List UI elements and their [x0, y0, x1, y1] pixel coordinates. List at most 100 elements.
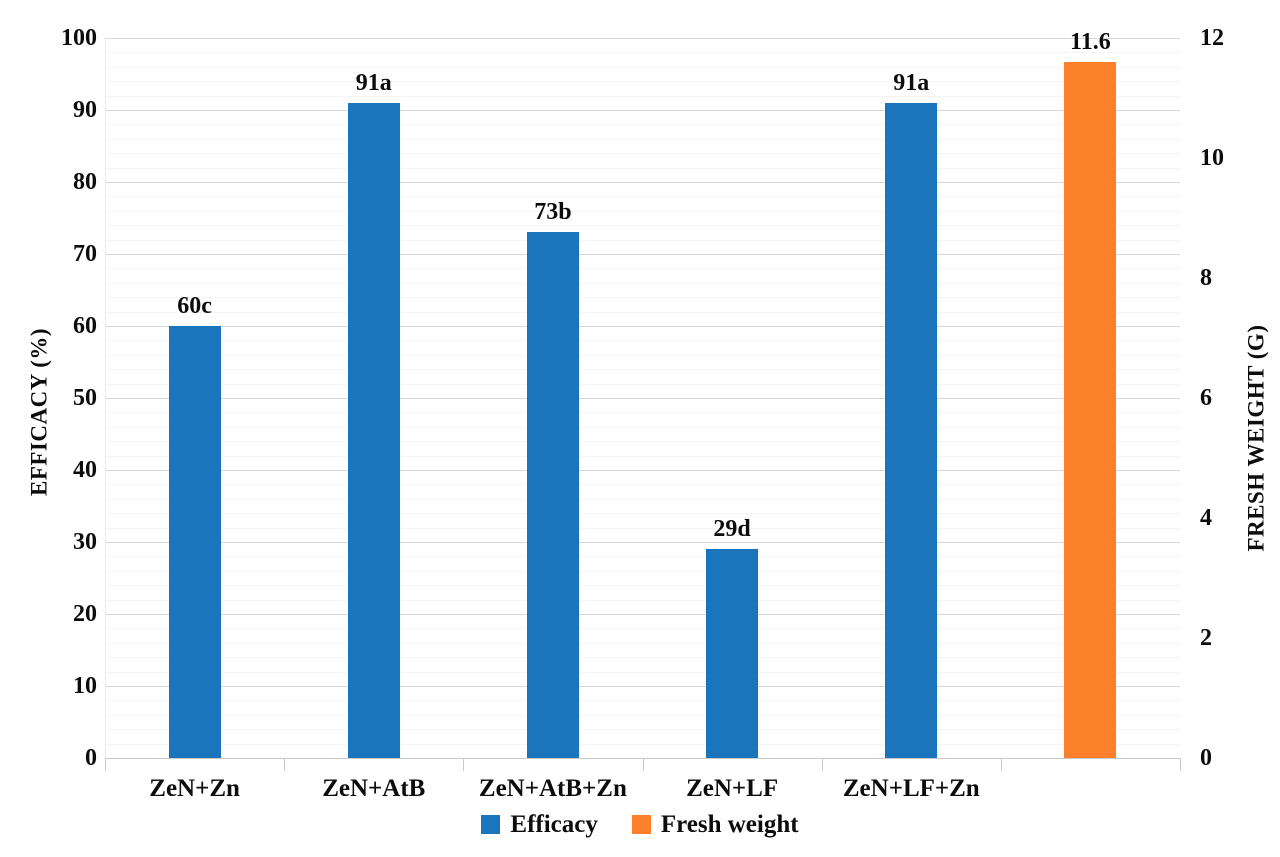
minor-gridline	[105, 657, 1180, 659]
minor-gridline	[105, 196, 1180, 198]
right-axis-tick-label: 8	[1200, 265, 1212, 291]
legend-item: Fresh weight	[631, 811, 799, 838]
minor-gridline	[105, 138, 1180, 140]
minor-gridline	[105, 527, 1180, 529]
x-axis-tick	[642, 758, 644, 771]
minor-gridline	[105, 268, 1180, 270]
x-axis-tick	[284, 758, 286, 771]
bar-value-label: 91a	[355, 69, 392, 96]
minor-gridline	[105, 441, 1180, 443]
minor-gridline	[105, 167, 1180, 169]
minor-gridline	[105, 383, 1180, 385]
major-gridline	[105, 254, 1180, 255]
minor-gridline	[105, 714, 1180, 716]
x-axis-tick	[463, 758, 465, 771]
minor-gridline	[105, 225, 1180, 227]
legend-label: Efficacy	[510, 811, 598, 838]
major-gridline	[105, 38, 1180, 39]
right-axis-tick-label: 0	[1200, 745, 1212, 771]
minor-gridline	[105, 642, 1180, 644]
x-axis-tick	[1180, 758, 1181, 771]
x-axis-category-label: ZeN+AtB	[322, 775, 426, 802]
left-axis-tick-label: 50	[73, 385, 97, 411]
major-gridline	[105, 686, 1180, 687]
legend-label: Fresh weight	[660, 811, 799, 838]
minor-gridline	[105, 700, 1180, 702]
right-axis-tick-label: 10	[1200, 145, 1224, 171]
right-axis-tick-label: 2	[1200, 625, 1212, 651]
minor-gridline	[105, 95, 1180, 97]
minor-gridline	[105, 340, 1180, 342]
minor-gridline	[105, 210, 1180, 212]
bar-efficacy	[526, 232, 579, 758]
major-gridline	[105, 110, 1180, 111]
x-axis-category-label: ZeN+AtB+Zn	[478, 775, 627, 802]
minor-gridline	[105, 124, 1180, 126]
bar-efficacy	[885, 102, 938, 758]
x-axis-tick	[821, 758, 823, 771]
left-axis-tick-label: 30	[73, 529, 97, 555]
bar-value-label: 73b	[534, 199, 572, 226]
left-axis-tick-label: 70	[73, 241, 97, 267]
right-axis-tick-label: 4	[1200, 505, 1212, 531]
minor-gridline	[105, 52, 1180, 54]
minor-gridline	[105, 743, 1180, 745]
major-gridline	[105, 542, 1180, 543]
minor-gridline	[105, 153, 1180, 155]
minor-gridline	[105, 297, 1180, 299]
minor-gridline	[105, 66, 1180, 68]
minor-gridline	[105, 282, 1180, 284]
left-axis-tick-label: 80	[73, 169, 97, 195]
left-axis-tick-label: 90	[73, 97, 97, 123]
minor-gridline	[105, 81, 1180, 83]
bar-value-label: 60c	[177, 293, 212, 319]
bar-efficacy	[168, 326, 221, 758]
x-axis-tick	[105, 758, 106, 771]
legend-swatch	[631, 815, 651, 834]
minor-gridline	[105, 599, 1180, 601]
minor-gridline	[105, 570, 1180, 572]
bar-value-label: 29d	[713, 516, 751, 543]
x-axis-tick	[1000, 758, 1002, 771]
minor-gridline	[105, 484, 1180, 486]
minor-gridline	[105, 585, 1180, 587]
bar-value-label: 91a	[893, 69, 930, 96]
minor-gridline	[105, 369, 1180, 371]
y-axis-line	[105, 38, 106, 758]
minor-gridline	[105, 671, 1180, 673]
minor-gridline	[105, 311, 1180, 313]
major-gridline	[105, 614, 1180, 615]
bar-value-label: 11.6	[1070, 29, 1111, 55]
minor-gridline	[105, 354, 1180, 356]
minor-gridline	[105, 498, 1180, 500]
minor-gridline	[105, 513, 1180, 515]
x-axis-category-label: ZeN+LF+Zn	[842, 775, 980, 802]
left-axis-tick-label: 20	[73, 601, 97, 627]
right-axis-tick-label: 12	[1200, 25, 1224, 51]
major-gridline	[105, 326, 1180, 327]
chart-legend: Efficacy Fresh weight	[0, 812, 1280, 837]
left-axis-tick-label: 100	[61, 25, 97, 51]
major-gridline	[105, 182, 1180, 183]
major-gridline	[105, 470, 1180, 471]
left-axis-tick-label: 10	[73, 673, 97, 699]
right-axis-tick-label: 6	[1200, 385, 1212, 411]
minor-gridline	[105, 412, 1180, 414]
x-axis-category-label: ZeN+Zn	[149, 775, 240, 802]
left-axis-title: EFFICACY (%)	[26, 327, 52, 497]
minor-gridline	[105, 455, 1180, 457]
x-axis-category-label: ZeN+LF	[686, 775, 779, 802]
left-axis-tick-label: 40	[73, 457, 97, 483]
legend-item: Efficacy	[481, 811, 598, 838]
left-axis-tick-label: 0	[85, 745, 97, 771]
bar-fresh-weight	[1064, 62, 1117, 758]
minor-gridline	[105, 729, 1180, 731]
minor-gridline	[105, 628, 1180, 630]
bar-efficacy	[706, 549, 759, 758]
left-axis-tick-label: 60	[73, 313, 97, 339]
legend-swatch	[481, 815, 501, 834]
major-gridline	[105, 398, 1180, 399]
bar-efficacy	[347, 102, 400, 758]
